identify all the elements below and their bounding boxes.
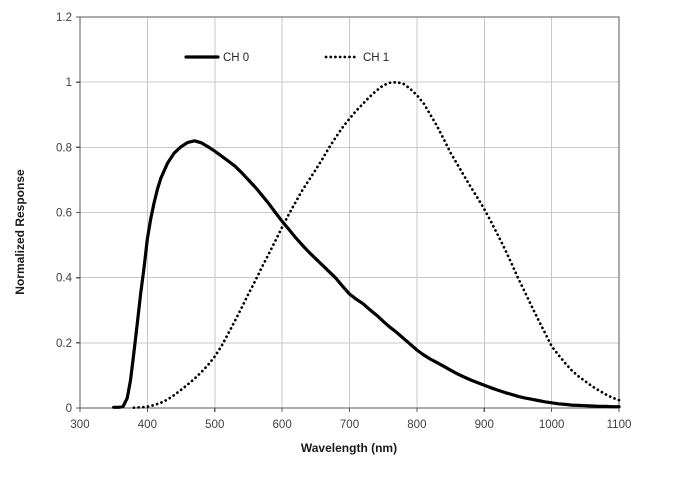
legend-ch1-label: CH 1 — [363, 52, 389, 64]
legend: CH 0 CH 1 — [184, 52, 389, 64]
y-axis-tick-labels: 0 0.2 0.4 0.6 0.8 1 1.2 — [56, 12, 73, 415]
series-curves — [112, 80, 621, 410]
axis-tick-marks — [76, 16, 620, 412]
x-tick-label: 400 — [138, 419, 157, 431]
y-axis-title: Normalized Response — [13, 169, 27, 295]
x-tick-label: 700 — [340, 419, 359, 431]
y-tick-label: 0.8 — [56, 142, 72, 154]
x-axis-tick-labels: 300 400 500 600 700 800 900 1000 1100 — [70, 419, 631, 431]
x-tick-label: 600 — [273, 419, 292, 431]
x-tick-label: 800 — [407, 419, 426, 431]
x-tick-label: 1000 — [539, 419, 565, 431]
y-tick-label: 0 — [66, 403, 72, 415]
y-tick-label: 1.2 — [56, 12, 72, 24]
legend-ch0-label: CH 0 — [223, 52, 249, 64]
x-tick-label: 300 — [70, 419, 89, 431]
x-axis-title: Wavelength (nm) — [301, 441, 397, 455]
x-tick-label: 1100 — [607, 419, 632, 431]
x-tick-label: 500 — [205, 419, 224, 431]
series-curve-ch1 — [132, 80, 621, 410]
y-tick-label: 1 — [66, 77, 72, 89]
y-tick-label: 0.2 — [56, 338, 72, 350]
gridlines — [80, 17, 619, 408]
x-tick-label: 900 — [475, 419, 494, 431]
series-curve-ch0 — [112, 139, 621, 409]
y-tick-label: 0.6 — [56, 208, 72, 220]
y-tick-label: 0.4 — [56, 273, 73, 285]
